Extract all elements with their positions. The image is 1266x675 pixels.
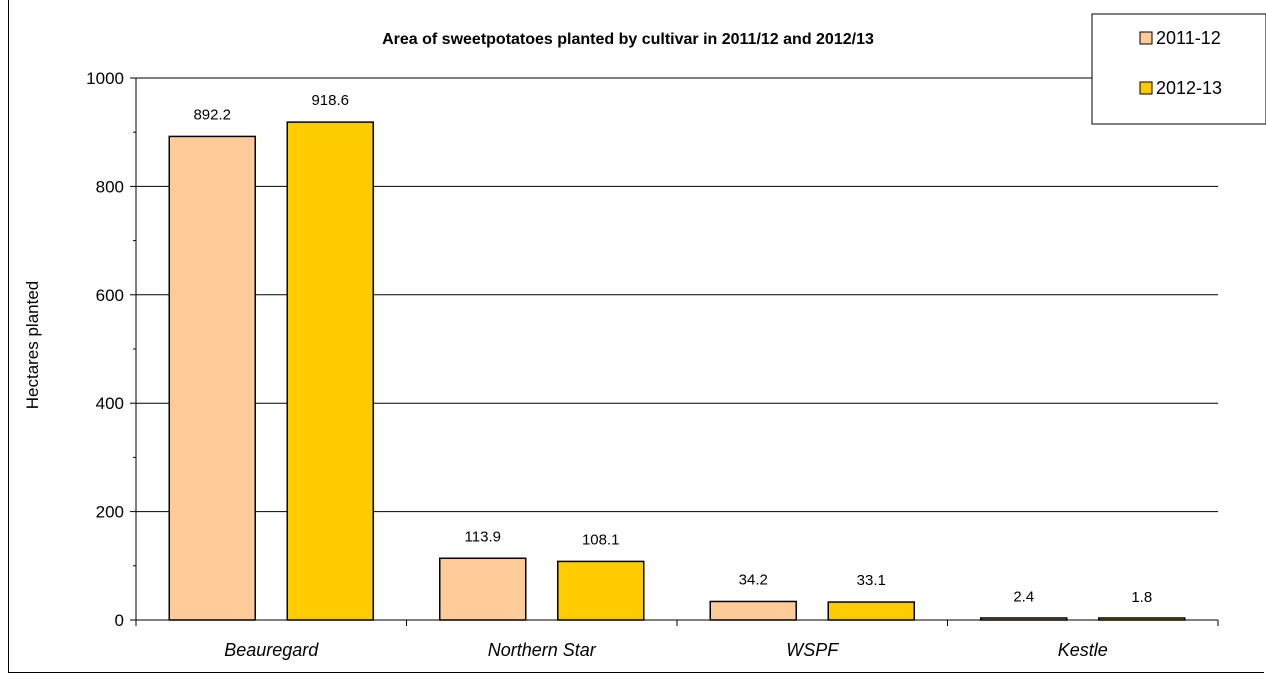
data-label: 33.1: [857, 572, 886, 589]
y-tick-label: 600: [96, 286, 124, 305]
data-label: 892.2: [193, 106, 231, 123]
bar: [439, 557, 527, 621]
bars: [168, 121, 1186, 621]
data-label: 108.1: [582, 531, 620, 548]
y-tick-label: 200: [96, 503, 124, 522]
y-tick-label: 400: [96, 394, 124, 413]
data-label: 1.8: [1131, 589, 1152, 606]
x-category-label: Beauregard: [224, 640, 319, 660]
axes: [130, 77, 1219, 626]
data-label: 113.9: [465, 528, 501, 545]
data-label: 918.6: [311, 92, 349, 109]
data-label: 2.4: [1013, 589, 1034, 606]
chart-title: Area of sweetpotatoes planted by cultiva…: [382, 31, 874, 48]
x-category-label: Northern Star: [488, 640, 597, 660]
y-tick-label: 800: [96, 177, 124, 196]
x-category-label: Kestle: [1058, 640, 1108, 660]
x-category-label: WSPF: [786, 640, 839, 660]
bar: [557, 560, 645, 621]
y-tick-label: 0: [115, 611, 124, 630]
legend: 2011-12 2012-13: [1091, 13, 1266, 125]
labels: 0 200 400 600 800 1000 892.2 918.6 Beauregard 113…: [86, 69, 1152, 660]
bar: [168, 135, 256, 621]
legend-label: 2011-12: [1156, 28, 1221, 48]
legend-box: [1091, 13, 1266, 125]
legend-swatch: [1139, 81, 1153, 95]
bar: [709, 600, 797, 621]
y-axis-title: Hectares planted: [23, 281, 42, 410]
chart-frame: [8, 0, 1264, 673]
legend-label: 2012-13: [1156, 78, 1222, 98]
data-label: 34.2: [739, 571, 768, 588]
bar: [827, 601, 915, 621]
bar: [286, 121, 374, 621]
y-tick-label: 1000: [86, 69, 124, 88]
legend-swatch: [1139, 31, 1153, 45]
